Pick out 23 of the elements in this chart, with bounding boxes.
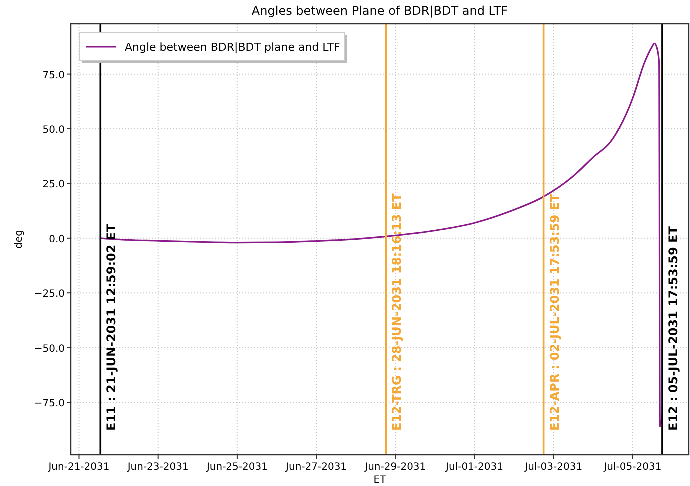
y-tick-label: 75.0 [42, 70, 65, 82]
ref-line-label: E12-APR : 02-JUL-2031 17:53:59 ET [548, 193, 562, 431]
y-tick-label: 25.0 [42, 180, 65, 191]
x-tick-label: Jun-29-2031 [364, 462, 426, 473]
y-tick-label: −75.0 [34, 398, 65, 410]
x-tick-label: Jun-23-2031 [126, 462, 189, 473]
ref-line-label: E11 : 21-JUN-2031 12:59:02 ET [104, 223, 119, 431]
y-tick-label: −50.0 [34, 344, 65, 355]
chart-title: Angles between Plane of BDR|BDT and LTF [252, 4, 508, 18]
y-tick-label: −25.0 [34, 289, 65, 300]
x-tick-label: Jun-27-2031 [285, 462, 348, 473]
legend-label: Angle between BDR|BDT plane and LTF [125, 41, 340, 54]
x-tick-label: Jun-21-2031 [48, 462, 110, 473]
y-axis-title: deg [14, 230, 25, 249]
x-tick-label: Jul-05-2031 [603, 462, 662, 473]
x-tick-label: Jul-01-2031 [445, 462, 504, 473]
x-axis-title: ET [374, 475, 388, 486]
y-tick-label: 50.0 [42, 125, 65, 136]
x-tick-label: Jun-25-2031 [206, 462, 268, 473]
y-tick-label: 0.0 [49, 234, 65, 246]
ref-line-label: E12-TRG : 28-JUN-2031 18:16:13 ET [390, 192, 404, 431]
ref-line-label: E12 : 05-JUL-2031 17:53:59 ET [666, 226, 680, 431]
x-tick-label: Jul-03-2031 [524, 462, 583, 473]
